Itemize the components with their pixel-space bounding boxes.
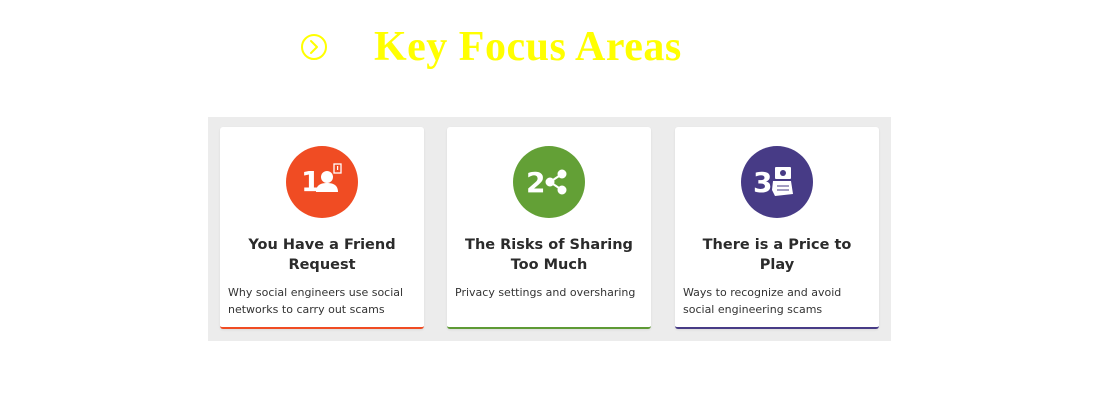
badge-number: 3 (753, 166, 772, 199)
number-badge: 2 (513, 146, 585, 218)
chevron-circle-right-icon (300, 33, 328, 61)
user-icon (316, 163, 342, 192)
badge-number: 1 (301, 165, 320, 198)
share-icon (545, 169, 567, 195)
focus-card-sharing-risks[interactable]: 2 The Risks of Sharing Too Much Privacy … (447, 127, 651, 329)
hand-money-icon (772, 167, 793, 196)
card-description: Ways to recognize and avoid social engin… (683, 286, 842, 316)
section-header: Key Focus Areas (300, 22, 682, 72)
page-title: Key Focus Areas (374, 24, 682, 70)
focus-areas-panel: 1 You Have a Friend Request Why social e… (208, 117, 891, 341)
card-title: The Risks of Sharing Too Much (465, 237, 633, 273)
card-title: There is a Price to Play (702, 237, 852, 273)
number-badge: 3 (741, 146, 813, 218)
number-badge: 1 (286, 146, 358, 218)
card-title: You Have a Friend Request (248, 237, 396, 273)
focus-card-price-to-play[interactable]: 3 There is a Price to Play Ways to recog… (675, 127, 879, 329)
card-description: Privacy settings and oversharing (455, 286, 636, 299)
focus-card-friend-request[interactable]: 1 You Have a Friend Request Why social e… (220, 127, 424, 329)
badge-number: 2 (526, 166, 545, 199)
card-description: Why social engineers use social networks… (228, 286, 404, 316)
